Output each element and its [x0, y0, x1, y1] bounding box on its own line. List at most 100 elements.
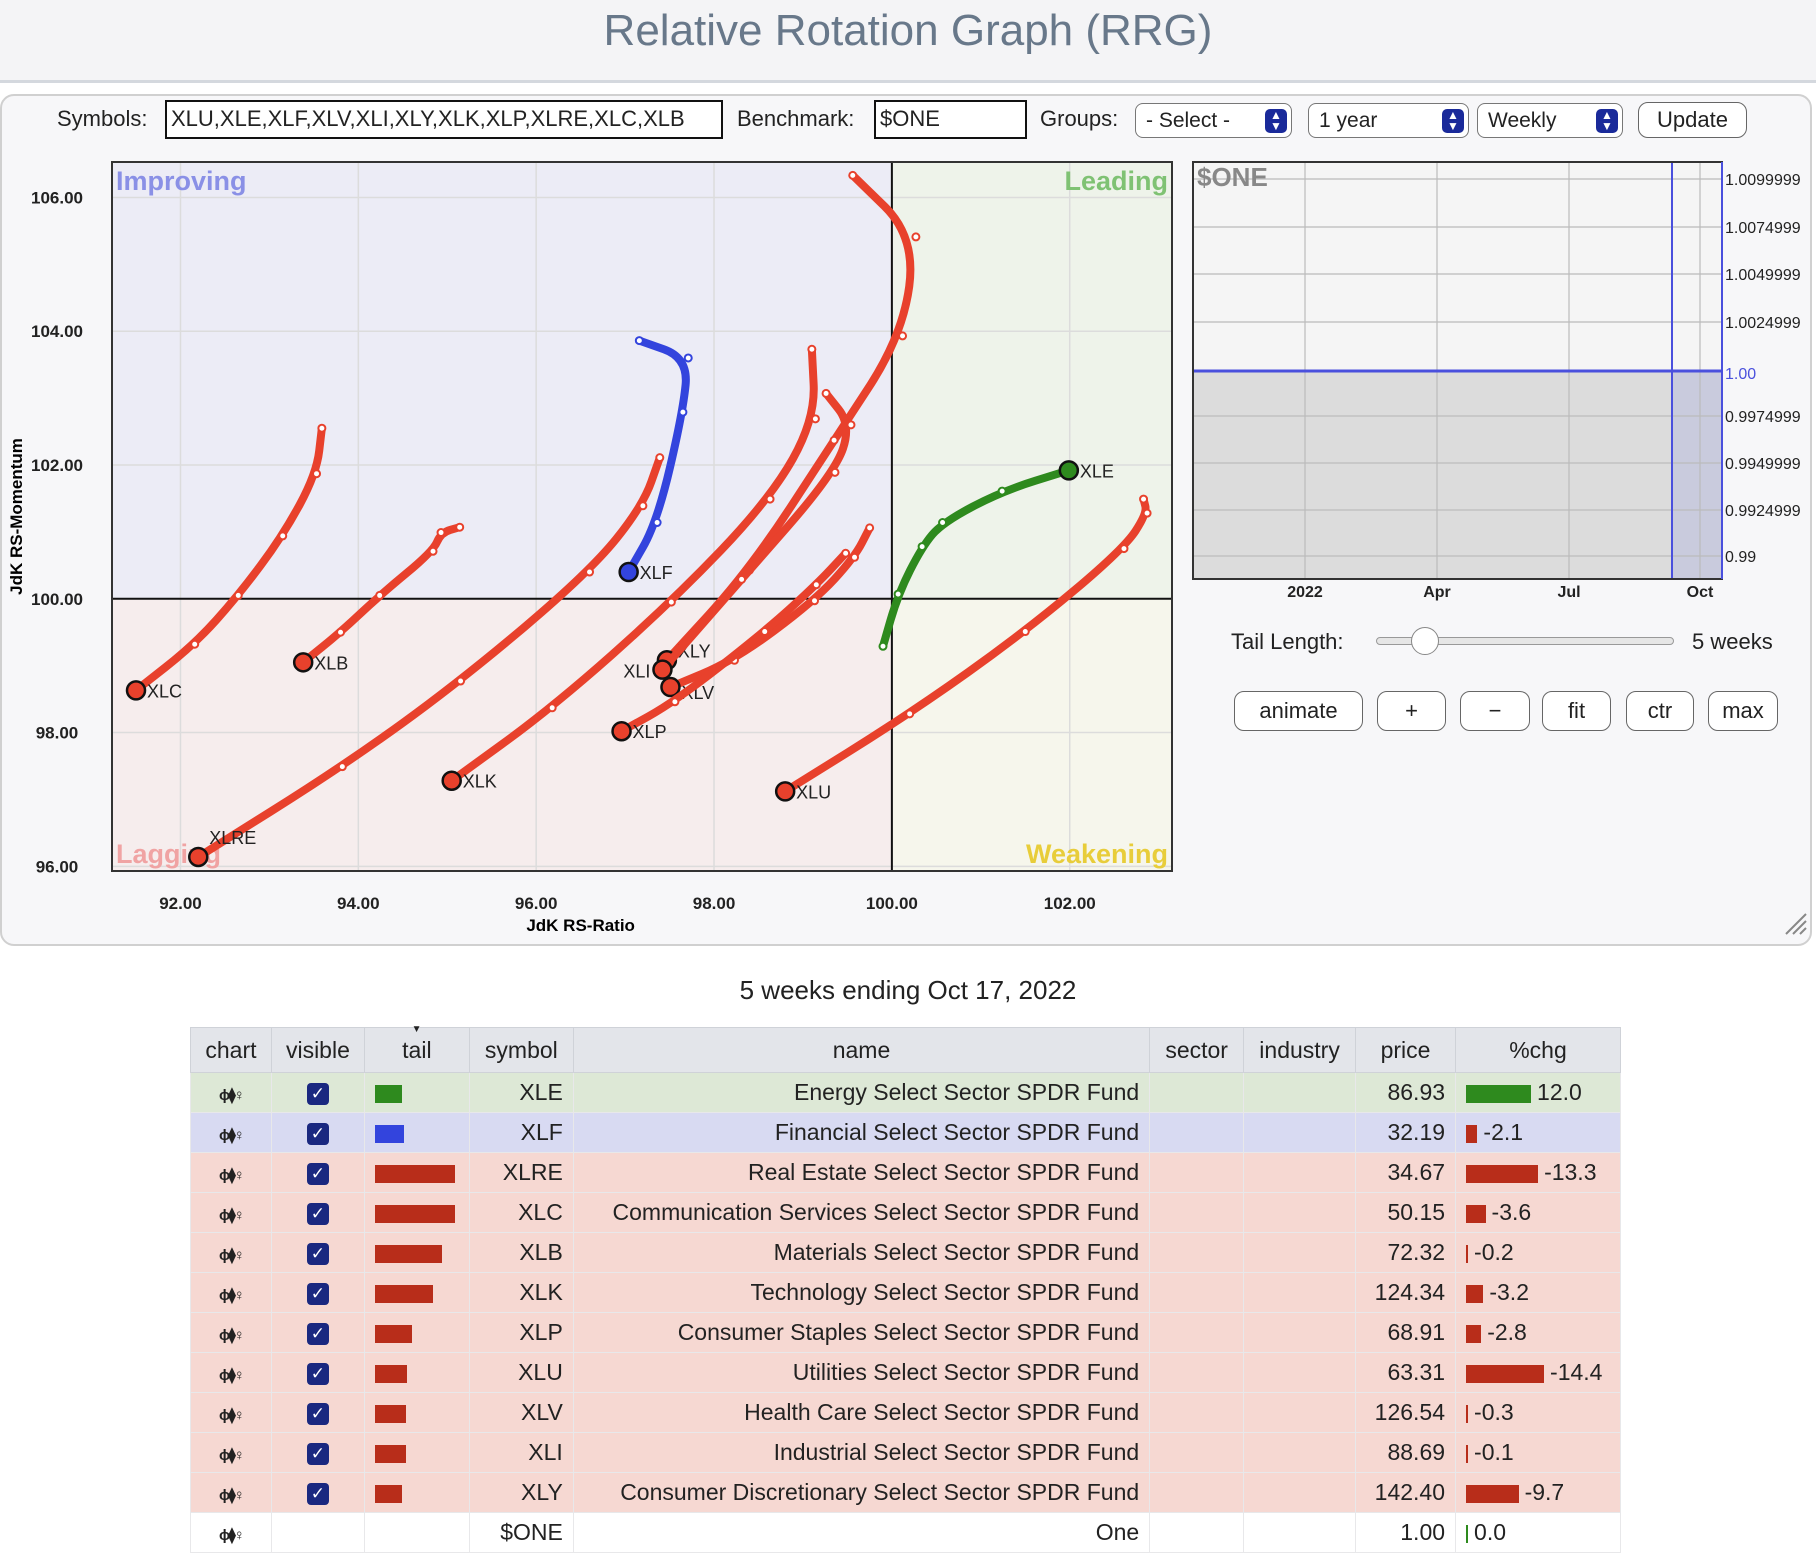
benchmark-input[interactable]: $ONE	[874, 100, 1027, 139]
symbol-cell[interactable]: $ONE	[468, 1512, 574, 1553]
chart-cell[interactable]: ϕ⧫♀	[190, 1352, 272, 1393]
symbol-cell[interactable]: XLP	[468, 1312, 574, 1353]
chart-cell[interactable]: ϕ⧫♀	[190, 1272, 272, 1313]
fit-button[interactable]: fit	[1542, 691, 1611, 731]
table-row[interactable]: ϕ⧫♀ ✓ XLP Consumer Staples Select Sector…	[190, 1312, 1621, 1353]
visible-checkbox[interactable]: ✓	[306, 1122, 329, 1145]
table-row[interactable]: ϕ⧫♀ $ONE One 1.00 0.0	[190, 1512, 1621, 1553]
table-row[interactable]: ϕ⧫♀ ✓ XLK Technology Select Sector SPDR …	[190, 1272, 1621, 1313]
center-button[interactable]: ctr	[1626, 691, 1694, 731]
column-header-chart[interactable]: chart	[190, 1027, 272, 1073]
symbol-cell[interactable]: XLE	[468, 1072, 574, 1113]
tail-length-slider[interactable]	[1376, 627, 1674, 655]
table-row[interactable]: ϕ⧫♀ ✓ XLRE Real Estate Select Sector SPD…	[190, 1152, 1621, 1193]
symbol-cell[interactable]: XLY	[468, 1472, 574, 1513]
chart-cell[interactable]: ϕ⧫♀	[190, 1512, 272, 1553]
groups-select[interactable]: - Select - ▲ ▼	[1135, 103, 1292, 138]
table-row[interactable]: ϕ⧫♀ ✓ XLY Consumer Discretionary Select …	[190, 1472, 1621, 1513]
symbol-cell[interactable]: XLB	[468, 1232, 574, 1273]
table-row[interactable]: ϕ⧫♀ ✓ XLE Energy Select Sector SPDR Fund…	[190, 1072, 1621, 1113]
visible-checkbox[interactable]: ✓	[306, 1162, 329, 1185]
slider-knob[interactable]	[1410, 627, 1439, 655]
chart-cell[interactable]: ϕ⧫♀	[190, 1152, 272, 1193]
mini-y-tick-label: 0.9949999	[1725, 456, 1801, 473]
symbols-input[interactable]: XLU,XLE,XLF,XLV,XLI,XLY,XLK,XLP,XLRE,XLC…	[165, 100, 723, 139]
chart-cell[interactable]: ϕ⧫♀	[190, 1312, 272, 1353]
candlestick-chart-icon[interactable]: ϕ⧫♀	[219, 1167, 245, 1184]
symbol-cell[interactable]: XLV	[468, 1392, 574, 1433]
column-header-visible[interactable]: visible	[270, 1027, 365, 1073]
visible-checkbox[interactable]: ✓	[306, 1402, 329, 1425]
candlestick-chart-icon[interactable]: ϕ⧫♀	[219, 1527, 245, 1544]
candlestick-chart-icon[interactable]: ϕ⧫♀	[219, 1127, 245, 1144]
symbol-cell[interactable]: XLF	[468, 1112, 574, 1153]
candlestick-chart-icon[interactable]: ϕ⧫♀	[219, 1087, 245, 1104]
visible-cell[interactable]: ✓	[270, 1352, 365, 1393]
symbol-cell[interactable]: XLRE	[468, 1152, 574, 1193]
visible-cell[interactable]: ✓	[270, 1072, 365, 1113]
column-header-chg[interactable]: %chg	[1455, 1027, 1621, 1073]
visible-cell[interactable]: ✓	[270, 1272, 365, 1313]
chart-cell[interactable]: ϕ⧫♀	[190, 1112, 272, 1153]
tail-point	[1119, 544, 1129, 554]
visible-checkbox[interactable]: ✓	[306, 1442, 329, 1465]
interval-select[interactable]: Weekly ▲ ▼	[1477, 103, 1623, 138]
visible-cell[interactable]: ✓	[270, 1312, 365, 1353]
visible-cell[interactable]: ✓	[270, 1472, 365, 1513]
table-row[interactable]: ϕ⧫♀ ✓ XLI Industrial Select Sector SPDR …	[190, 1432, 1621, 1473]
period-select[interactable]: 1 year ▲ ▼	[1308, 103, 1469, 138]
update-button[interactable]: Update	[1638, 102, 1747, 138]
candlestick-chart-icon[interactable]: ϕ⧫♀	[219, 1327, 245, 1344]
chart-cell[interactable]: ϕ⧫♀	[190, 1392, 272, 1433]
symbol-cell[interactable]: XLK	[468, 1272, 574, 1313]
visible-cell[interactable]: ✓	[270, 1392, 365, 1433]
visible-cell[interactable]: ✓	[270, 1192, 365, 1233]
visible-cell[interactable]: ✓	[270, 1232, 365, 1273]
candlestick-chart-icon[interactable]: ϕ⧫♀	[219, 1447, 245, 1464]
chart-cell[interactable]: ϕ⧫♀	[190, 1432, 272, 1473]
visible-checkbox[interactable]: ✓	[306, 1362, 329, 1385]
column-header-name[interactable]: name	[572, 1027, 1151, 1073]
column-header-symbol[interactable]: symbol	[468, 1027, 574, 1073]
candlestick-chart-icon[interactable]: ϕ⧫♀	[219, 1247, 245, 1264]
visible-checkbox[interactable]: ✓	[306, 1482, 329, 1505]
zoom-out-button[interactable]: −	[1460, 691, 1530, 731]
chart-cell[interactable]: ϕ⧫♀	[190, 1192, 272, 1233]
animate-button[interactable]: animate	[1234, 691, 1363, 731]
visible-checkbox[interactable]: ✓	[306, 1322, 329, 1345]
tail-point	[1142, 508, 1152, 518]
candlestick-chart-icon[interactable]: ϕ⧫♀	[219, 1287, 245, 1304]
column-header-industry[interactable]: industry	[1243, 1027, 1357, 1073]
column-header-sector[interactable]: sector	[1149, 1027, 1245, 1073]
candlestick-chart-icon[interactable]: ϕ⧫♀	[219, 1407, 245, 1424]
symbol-cell[interactable]: XLC	[468, 1192, 574, 1233]
chart-cell[interactable]: ϕ⧫♀	[190, 1472, 272, 1513]
visible-cell[interactable]: ✓	[270, 1432, 365, 1473]
symbol-cell[interactable]: XLI	[468, 1432, 574, 1473]
rrg-chart[interactable]: 92.00 94.00 96.00 98.00 100.00 102.00 96.00 98.…	[0, 0, 1816, 950]
max-button[interactable]: max	[1708, 691, 1778, 731]
table-row[interactable]: ϕ⧫♀ ✓ XLB Materials Select Sector SPDR F…	[190, 1232, 1621, 1273]
candlestick-chart-icon[interactable]: ϕ⧫♀	[219, 1367, 245, 1384]
visible-checkbox[interactable]: ✓	[306, 1202, 329, 1225]
visible-checkbox[interactable]: ✓	[306, 1242, 329, 1265]
table-row[interactable]: ϕ⧫♀ ✓ XLU Utilities Select Sector SPDR F…	[190, 1352, 1621, 1393]
tail-xlc: XLC	[125, 423, 327, 701]
column-header-price[interactable]: price	[1355, 1027, 1457, 1073]
chart-cell[interactable]: ϕ⧫♀	[190, 1072, 272, 1113]
resize-grip-icon[interactable]	[1782, 910, 1808, 936]
visible-cell[interactable]: ✓	[270, 1152, 365, 1193]
chart-cell[interactable]: ϕ⧫♀	[190, 1232, 272, 1273]
candlestick-chart-icon[interactable]: ϕ⧫♀	[219, 1487, 245, 1504]
table-row[interactable]: ϕ⧫♀ ✓ XLV Health Care Select Sector SPDR…	[190, 1392, 1621, 1433]
candlestick-chart-icon[interactable]: ϕ⧫♀	[219, 1207, 245, 1224]
visible-checkbox[interactable]: ✓	[306, 1082, 329, 1105]
column-header-tail[interactable]: ▼ tail	[363, 1024, 470, 1073]
table-row[interactable]: ϕ⧫♀ ✓ XLC Communication Services Select …	[190, 1192, 1621, 1233]
table-row[interactable]: ϕ⧫♀ ✓ XLF Financial Select Sector SPDR F…	[190, 1112, 1621, 1153]
zoom-in-button[interactable]: +	[1377, 691, 1446, 731]
visible-cell[interactable]: ✓	[270, 1112, 365, 1153]
symbol-cell[interactable]: XLU	[468, 1352, 574, 1393]
tail-point	[547, 703, 557, 713]
visible-checkbox[interactable]: ✓	[306, 1282, 329, 1305]
